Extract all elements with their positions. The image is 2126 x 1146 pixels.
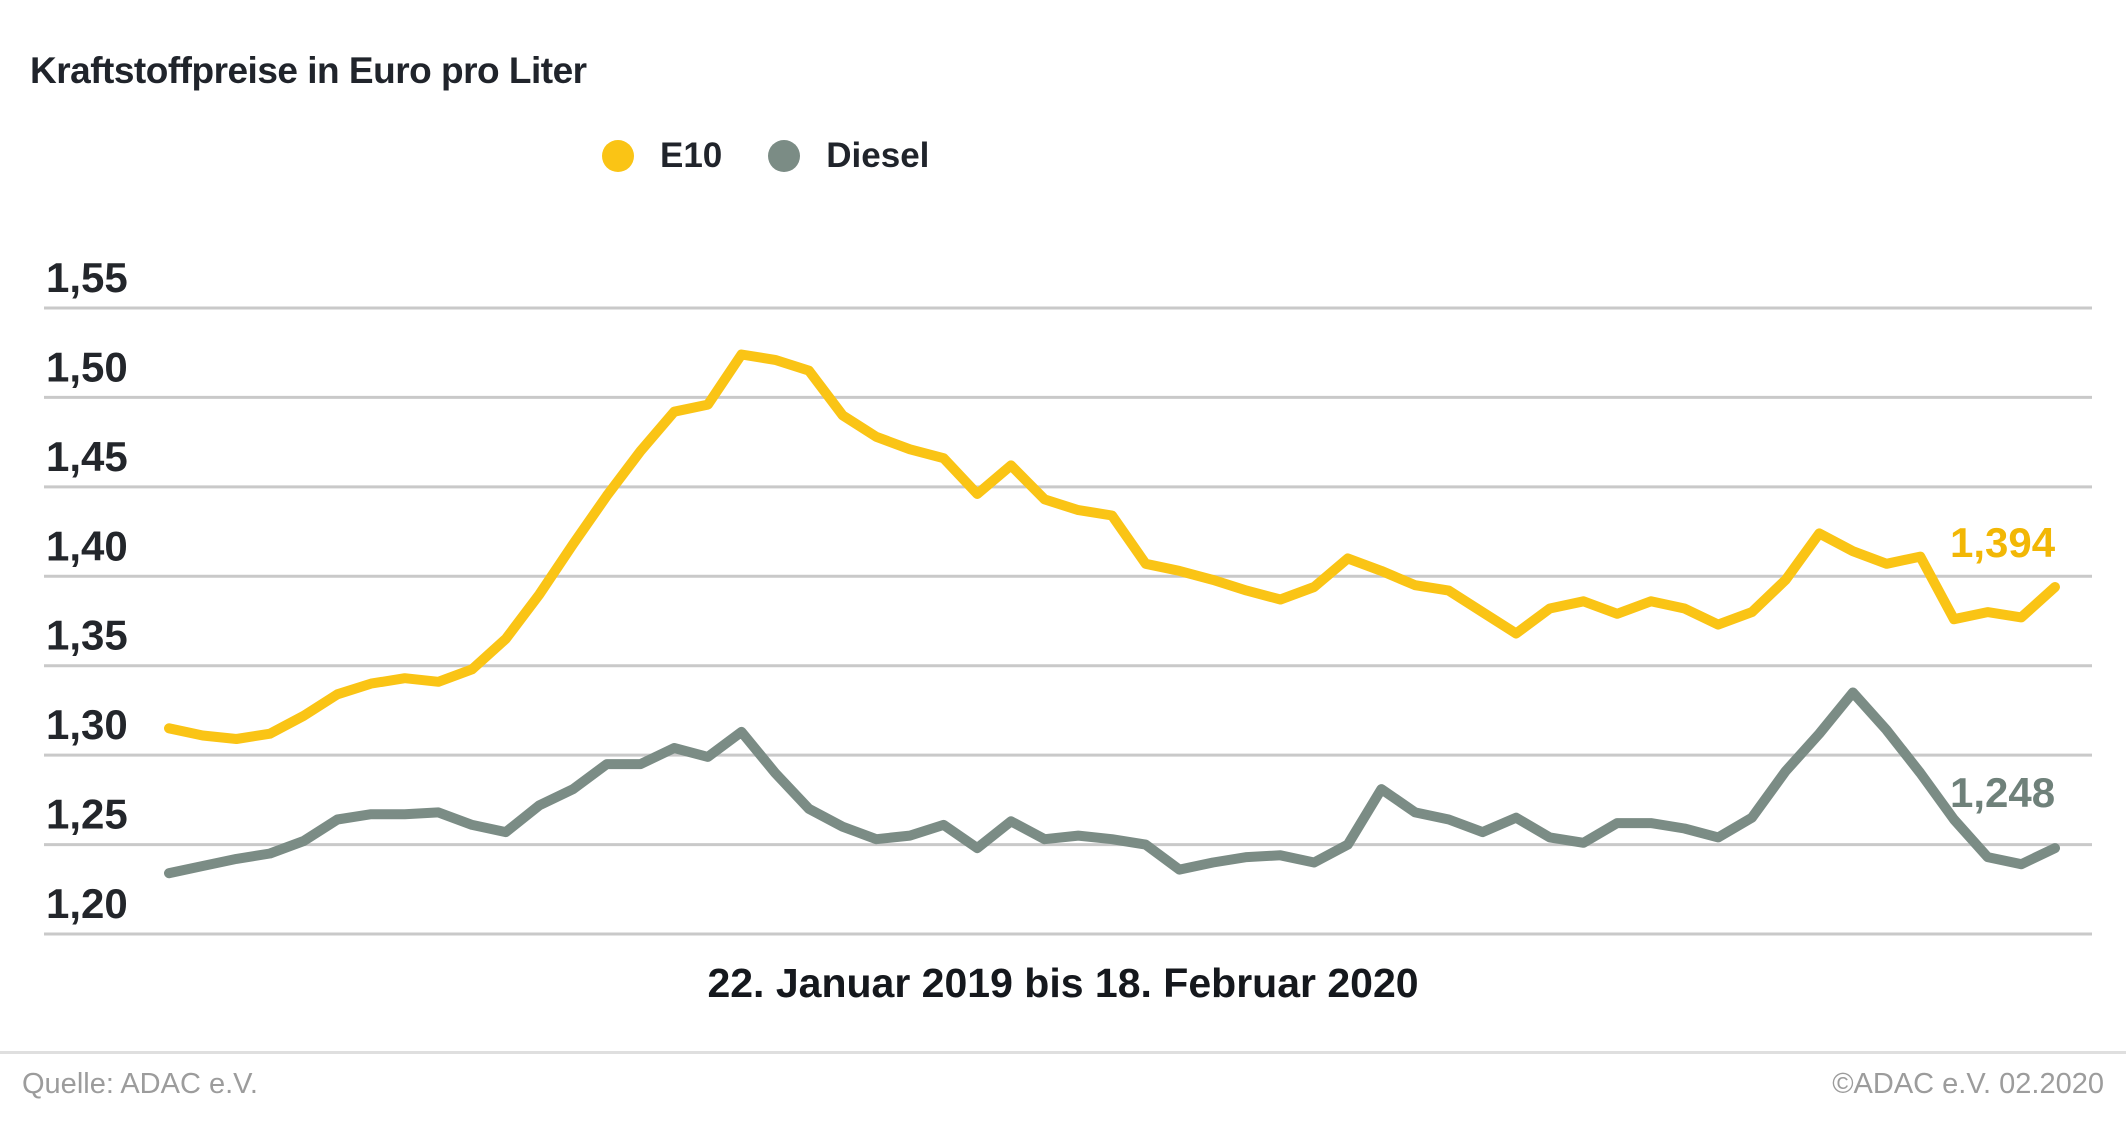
- y-tick-label: 1,55: [46, 254, 128, 301]
- e10-color-dot-icon: [602, 140, 634, 172]
- y-tick-label: 1,35: [46, 612, 128, 659]
- y-tick-label: 1,25: [46, 791, 128, 838]
- series-line-diesel: [164, 687, 2060, 879]
- chart-title: Kraftstoffpreise in Euro pro Liter: [30, 50, 587, 91]
- footer-divider: [0, 1051, 2126, 1054]
- legend-label-diesel: Diesel: [826, 136, 930, 175]
- series-line-e10: [164, 349, 2060, 744]
- e10-end-value-label: 1,394: [1950, 519, 2056, 566]
- y-tick-label: 1,40: [46, 522, 128, 569]
- y-tick-label: 1,45: [46, 433, 128, 480]
- y-tick-label: 1,50: [46, 343, 128, 390]
- copyright-note: ©ADAC e.V. 02.2020: [1832, 1068, 2104, 1100]
- y-tick-label: 1,30: [46, 701, 128, 748]
- legend-item-diesel: Diesel: [768, 136, 929, 176]
- y-tick-label: 1,20: [46, 880, 128, 927]
- legend-item-e10: E10: [602, 136, 722, 176]
- source-credit: Quelle: ADAC e.V.: [22, 1068, 258, 1100]
- legend: E10 Diesel: [602, 136, 929, 176]
- x-axis-date-range-label: 22. Januar 2019 bis 18. Februar 2020: [707, 960, 1419, 1006]
- legend-label-e10: E10: [660, 136, 723, 175]
- diesel-color-dot-icon: [768, 140, 801, 172]
- diesel-end-value-label: 1,248: [1950, 769, 2056, 816]
